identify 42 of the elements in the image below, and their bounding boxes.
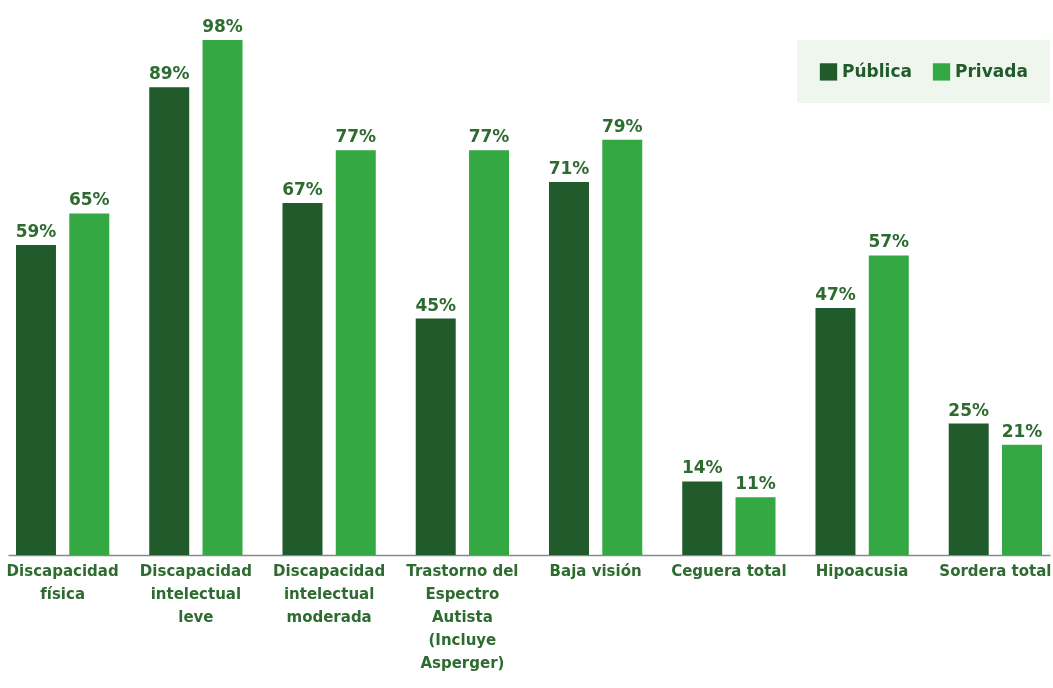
data-label: 79% xyxy=(601,115,643,136)
data-label: 77% xyxy=(468,126,510,147)
x-tick-label: Hipoacusia xyxy=(815,561,909,580)
data-label: 57% xyxy=(868,231,910,252)
data-label: 67% xyxy=(282,178,323,199)
bar xyxy=(69,213,110,555)
data-label: 45% xyxy=(415,294,457,315)
data-label: 11% xyxy=(735,473,776,494)
bar xyxy=(202,40,243,555)
bar xyxy=(868,255,909,555)
x-tick-label: Trastorno del Espectro Autista (Incluye Asperger) xyxy=(406,561,519,672)
bar xyxy=(948,423,989,555)
data-label: 47% xyxy=(815,284,856,305)
legend-label: Pública xyxy=(842,60,912,81)
x-tick-label: Sordera total xyxy=(939,561,1052,580)
bar xyxy=(149,87,190,555)
data-label: 65% xyxy=(68,189,110,210)
data-label: 59% xyxy=(15,220,57,241)
x-tick-label: Discapacidad física xyxy=(6,561,119,603)
data-label: 71% xyxy=(548,157,590,178)
bar xyxy=(815,308,856,555)
legend-label: Privada xyxy=(955,60,1028,81)
x-tick-label: Ceguera total xyxy=(671,561,787,580)
bar xyxy=(335,150,376,555)
bar xyxy=(15,244,56,555)
bar xyxy=(548,181,589,555)
bar xyxy=(282,202,323,555)
data-label: 89% xyxy=(148,63,190,84)
x-tick-label: Discapacidad intelectual moderada xyxy=(273,561,386,626)
bar xyxy=(602,139,643,555)
bar xyxy=(1002,444,1043,555)
bar xyxy=(469,150,510,555)
x-tick-label: Baja visión xyxy=(549,561,642,580)
data-label: 21% xyxy=(1001,420,1043,441)
data-label: 25% xyxy=(948,399,990,420)
x-tick-label: Discapacidad intelectual leve xyxy=(139,561,252,626)
data-label: 77% xyxy=(335,126,377,147)
data-label: 98% xyxy=(202,16,243,36)
bar xyxy=(735,497,776,555)
data-label: 14% xyxy=(681,457,723,478)
bar xyxy=(415,318,456,555)
bar xyxy=(682,481,723,555)
